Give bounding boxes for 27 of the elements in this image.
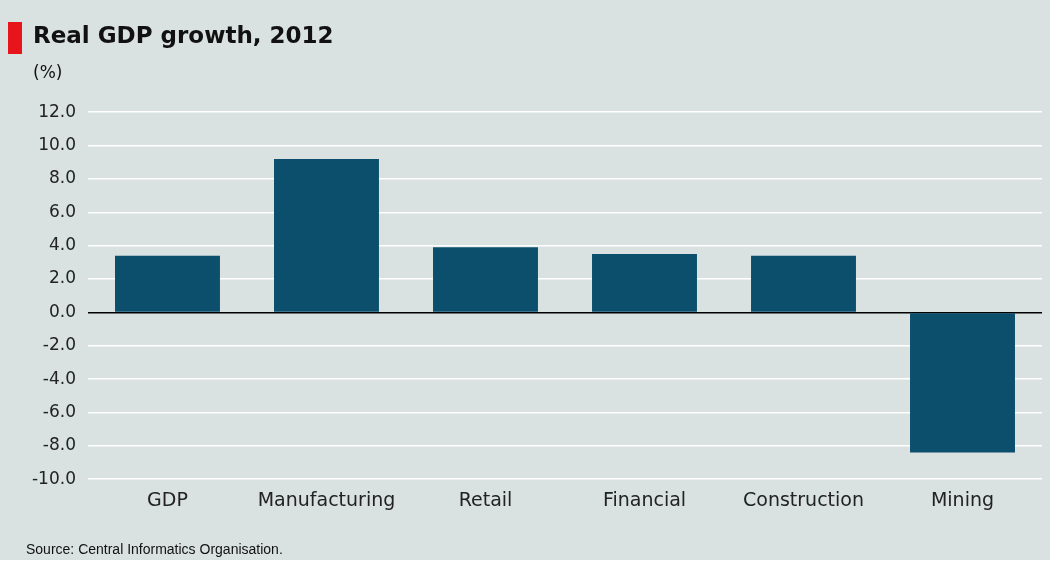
y-tick-label: 2.0 — [48, 267, 76, 288]
x-tick-label: Mining — [930, 487, 995, 510]
y-tick-label: 10.0 — [38, 133, 76, 154]
bar — [115, 255, 220, 312]
y-tick-label: 4.0 — [48, 234, 76, 255]
x-tick-label: Retail — [458, 487, 513, 510]
bar — [910, 313, 1015, 453]
y-tick-label: -6.0 — [42, 400, 76, 421]
y-tick-label: -4.0 — [42, 367, 76, 388]
y-tick-label: 8.0 — [48, 167, 76, 188]
bar — [274, 158, 379, 312]
y-tick-label: -10.0 — [31, 467, 76, 488]
y-tick-label: -2.0 — [42, 334, 76, 355]
x-tick-label: Manufacturing — [257, 487, 396, 510]
y-tick-label: 0.0 — [48, 300, 76, 321]
bar — [592, 254, 697, 312]
y-tick-label: -8.0 — [42, 434, 76, 455]
source-note: Source: Central Informatics Organisation. — [26, 541, 283, 557]
x-tick-label: Financial — [602, 487, 687, 510]
x-tick-label: GDP — [147, 487, 188, 510]
chart-subtitle: (%) — [33, 62, 63, 82]
bar — [751, 255, 856, 312]
y-tick-label: 6.0 — [48, 200, 76, 221]
bar — [433, 247, 538, 312]
y-tick-label: 12.0 — [38, 100, 76, 121]
chart-title: Real GDP growth, 2012 — [33, 22, 334, 48]
x-tick-label: Construction — [743, 487, 864, 510]
